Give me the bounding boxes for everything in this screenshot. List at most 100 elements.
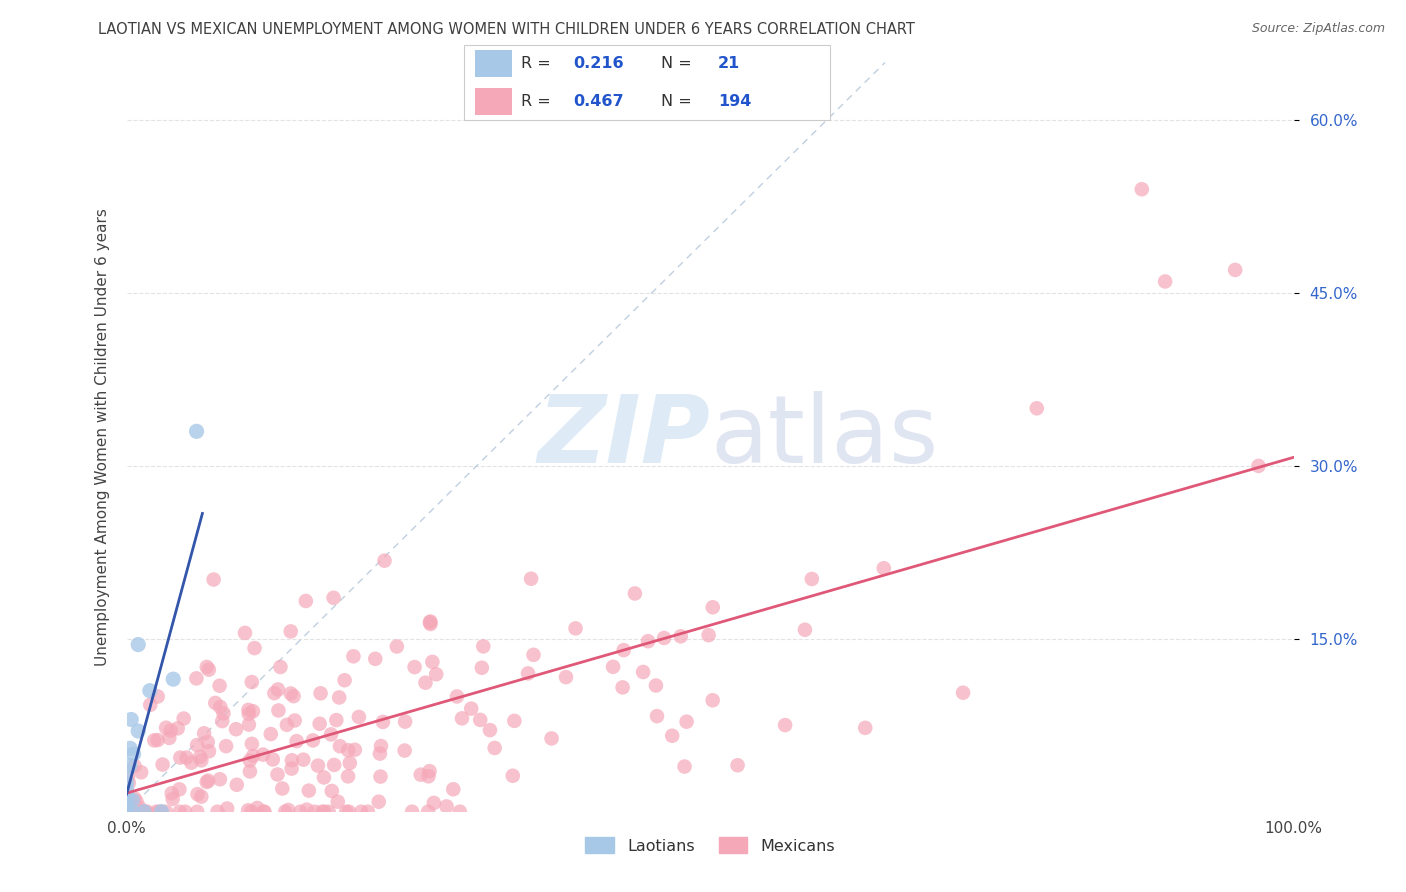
- Point: [274, 805, 297, 819]
- Text: Source: ZipAtlas.com: Source: ZipAtlas.com: [1251, 22, 1385, 36]
- Point: [263, 686, 285, 700]
- Point: [176, 750, 198, 764]
- Point: [173, 712, 195, 726]
- Point: [195, 775, 218, 789]
- Point: [198, 744, 221, 758]
- Point: [115, 781, 138, 796]
- Point: [952, 686, 974, 700]
- Point: [319, 727, 342, 741]
- Point: [239, 754, 262, 768]
- Point: [148, 805, 170, 819]
- Point: [1223, 263, 1246, 277]
- Point: [325, 713, 347, 727]
- Point: [260, 727, 283, 741]
- Legend: Laotians, Mexicans: Laotians, Mexicans: [579, 830, 841, 860]
- Point: [328, 690, 350, 705]
- Point: [139, 683, 162, 698]
- Text: 0.467: 0.467: [574, 94, 624, 109]
- Point: [190, 789, 212, 804]
- Point: [197, 773, 219, 788]
- Point: [195, 660, 218, 674]
- Bar: [475, 87, 512, 115]
- Point: [118, 741, 141, 756]
- Point: [357, 805, 380, 819]
- Point: [373, 554, 395, 568]
- Point: [323, 758, 346, 772]
- Point: [292, 753, 315, 767]
- Text: 0.216: 0.216: [574, 56, 624, 71]
- Point: [337, 805, 360, 819]
- Point: [143, 733, 166, 747]
- Point: [302, 733, 325, 747]
- Point: [853, 721, 876, 735]
- Point: [520, 572, 543, 586]
- Point: [186, 787, 208, 801]
- Point: [252, 805, 274, 819]
- Point: [350, 805, 373, 819]
- Point: [602, 660, 624, 674]
- Point: [314, 805, 336, 819]
- Point: [329, 739, 352, 754]
- Point: [343, 743, 366, 757]
- Point: [449, 805, 471, 819]
- Point: [280, 762, 302, 776]
- Point: [309, 686, 332, 700]
- Point: [124, 759, 146, 773]
- Point: [322, 591, 344, 605]
- Point: [371, 714, 394, 729]
- Point: [124, 791, 146, 805]
- Point: [675, 714, 697, 729]
- Point: [311, 805, 333, 819]
- Point: [470, 713, 492, 727]
- Point: [280, 624, 302, 639]
- Point: [800, 572, 823, 586]
- Point: [157, 731, 180, 745]
- Point: [121, 805, 143, 819]
- Point: [419, 615, 441, 630]
- Point: [208, 679, 231, 693]
- Point: [370, 739, 392, 753]
- Point: [127, 724, 149, 739]
- Point: [419, 615, 441, 629]
- Point: [127, 638, 149, 652]
- Point: [253, 805, 276, 819]
- Point: [637, 634, 659, 648]
- Text: 194: 194: [718, 94, 751, 109]
- Y-axis label: Unemployment Among Women with Children Under 6 years: Unemployment Among Women with Children U…: [94, 208, 110, 666]
- Point: [139, 698, 162, 712]
- Point: [267, 704, 290, 718]
- Point: [266, 767, 288, 781]
- Point: [190, 753, 212, 767]
- Point: [121, 793, 143, 807]
- Point: [312, 771, 335, 785]
- Point: [277, 803, 299, 817]
- Point: [225, 723, 247, 737]
- Point: [727, 758, 749, 772]
- Point: [425, 667, 447, 681]
- Point: [155, 805, 177, 819]
- Point: [422, 655, 444, 669]
- Point: [146, 690, 169, 704]
- Point: [132, 805, 155, 819]
- Point: [326, 795, 349, 809]
- Point: [446, 690, 468, 704]
- Point: [661, 729, 683, 743]
- Point: [1247, 458, 1270, 473]
- Point: [198, 663, 221, 677]
- Point: [298, 783, 321, 797]
- Point: [631, 665, 654, 679]
- Point: [129, 765, 152, 780]
- Point: [368, 747, 391, 761]
- Point: [285, 734, 308, 748]
- Point: [370, 770, 392, 784]
- Point: [120, 713, 142, 727]
- Text: 21: 21: [718, 56, 741, 71]
- Text: atlas: atlas: [710, 391, 938, 483]
- Point: [418, 769, 440, 783]
- Point: [419, 617, 441, 632]
- Point: [284, 714, 307, 728]
- Point: [131, 805, 153, 819]
- Point: [503, 714, 526, 728]
- Point: [208, 772, 231, 787]
- Point: [385, 640, 408, 654]
